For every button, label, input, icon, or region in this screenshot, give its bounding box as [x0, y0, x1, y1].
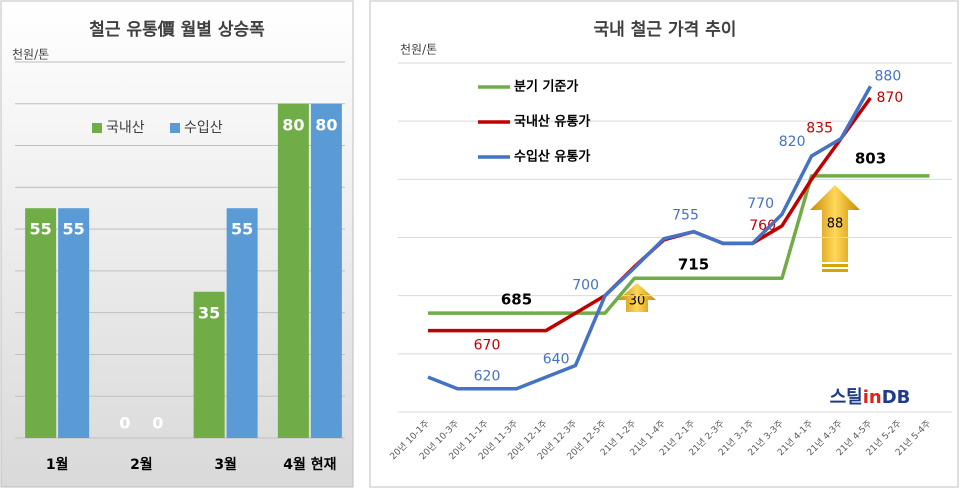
data-label: 760 [749, 218, 776, 234]
y-unit: 천원/톤 [12, 47, 49, 62]
arrow [618, 283, 656, 312]
arrow-base [822, 264, 848, 267]
data-label: 80 [282, 115, 304, 134]
bar [310, 103, 342, 439]
bar [25, 208, 57, 438]
data-label: 880 [875, 68, 902, 84]
x-tick-label: 2월 [130, 456, 153, 473]
line [427, 85, 873, 391]
watermark-part: 스틸 [830, 387, 863, 408]
data-label: 835 [806, 121, 833, 137]
bar [58, 208, 90, 438]
data-label: 55 [62, 220, 84, 239]
data-label: 770 [747, 196, 774, 212]
data-label: 715 [678, 256, 709, 274]
legend-swatch [170, 123, 180, 133]
data-label: 700 [572, 278, 599, 294]
annotation: 30 [629, 294, 646, 309]
legend-label: 분기 기준가 [514, 80, 578, 95]
legend-label: 국내산 [106, 120, 145, 136]
watermark: 스틸inDB [830, 387, 911, 408]
chart-title: 철근 유통價 월별 상승폭 [89, 19, 265, 40]
legend-label: 수입산 [184, 120, 223, 136]
bar [226, 208, 258, 438]
watermark-part: in [863, 387, 882, 408]
data-label: 80 [315, 115, 337, 134]
legend-label: 국내산 유통가 [514, 114, 590, 130]
data-label: 0 [152, 414, 163, 433]
data-label: 620 [474, 369, 501, 385]
annotation: 88 [827, 217, 844, 232]
line [428, 174, 930, 315]
legend-swatch [92, 123, 102, 133]
chart-title: 국내 철근 가격 추이 [594, 20, 737, 40]
data-label: 640 [543, 351, 570, 367]
data-label: 870 [877, 90, 904, 106]
data-label: 803 [855, 149, 886, 167]
legend-label: 수입산 유통가 [514, 149, 590, 165]
bar [277, 103, 309, 439]
arrow-base [822, 269, 848, 272]
right-panel [369, 0, 959, 488]
data-label: 35 [198, 303, 220, 322]
bar [193, 291, 225, 438]
data-label: 55 [29, 220, 51, 239]
data-label: 0 [119, 414, 130, 433]
data-label: 55 [231, 220, 253, 239]
data-label: 755 [672, 208, 699, 224]
data-label: 685 [501, 291, 532, 309]
x-tick-label: 4월 현재 [283, 456, 336, 473]
x-tick-label: 3월 [214, 456, 237, 473]
x-tick-label: 1월 [46, 456, 69, 473]
arrow [810, 185, 860, 262]
data-label: 670 [474, 338, 501, 354]
y-unit: 천원/톤 [400, 42, 437, 57]
data-label: 820 [779, 134, 806, 150]
watermark-part: DB [882, 387, 911, 408]
